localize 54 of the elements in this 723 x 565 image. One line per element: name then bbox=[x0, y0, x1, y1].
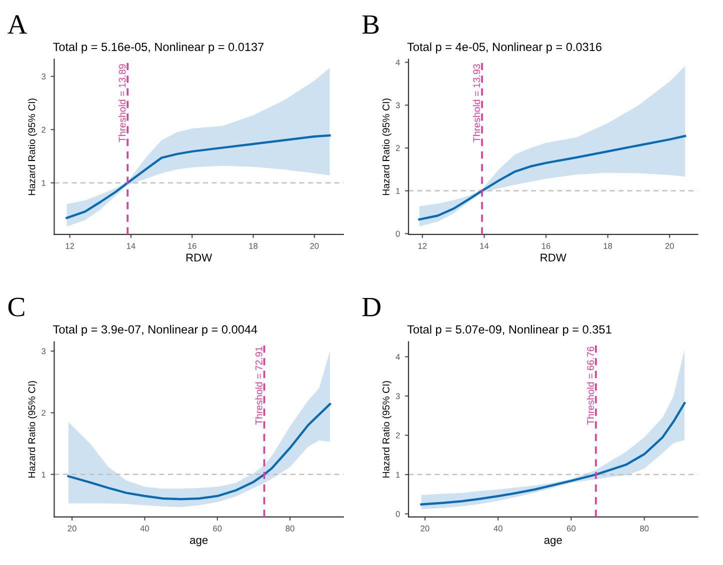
y-tick-label: 4 bbox=[396, 354, 400, 360]
ref-line-label: Threshold = 13.89 bbox=[118, 64, 126, 142]
x-tick-label: 14 bbox=[126, 243, 136, 249]
y-tick-label: 1 bbox=[396, 472, 400, 478]
y-tick-label: 2 bbox=[42, 126, 46, 133]
y-tick-label: 3 bbox=[42, 348, 46, 354]
x-tick-label: 20 bbox=[68, 526, 76, 532]
chart-title: C bbox=[8, 298, 24, 316]
chart-subtitle: Total p = 5.07e-09, Nonlinear p = 0.351 bbox=[407, 324, 612, 336]
x-tick-label: 12 bbox=[66, 243, 74, 249]
x-tick-label: 16 bbox=[542, 243, 550, 249]
x-tick-label: 80 bbox=[640, 526, 649, 532]
y-tick-label: 3 bbox=[396, 393, 400, 400]
y-tick-label: 1 bbox=[42, 472, 46, 478]
x-axis-title: age bbox=[190, 538, 208, 546]
x-tick-label: 80 bbox=[286, 526, 294, 532]
y-tick-label: 3 bbox=[396, 102, 400, 108]
chart-subtitle: Total p = 5.16e-05, Nonlinear p = 0.0137 bbox=[53, 42, 264, 54]
y-tick-label: 2 bbox=[42, 410, 46, 416]
y-tick-label: 1 bbox=[396, 188, 400, 194]
y-tick-label: 1 bbox=[42, 180, 46, 186]
y-tick-label: 0 bbox=[396, 230, 400, 237]
x-axis-title: RDW bbox=[540, 254, 566, 262]
x-tick-label: 60 bbox=[213, 526, 222, 532]
chart-title: D bbox=[362, 298, 380, 316]
y-axis-title: Hazard Ratio (95% CI) bbox=[28, 381, 38, 478]
ref-line-label: Threshold = 72.91 bbox=[255, 346, 262, 425]
x-tick-label: 40 bbox=[140, 526, 149, 532]
x-tick-label: 40 bbox=[494, 526, 502, 532]
y-tick-label: 2 bbox=[396, 145, 400, 151]
x-tick-label: 60 bbox=[566, 526, 576, 532]
chart-title: A bbox=[8, 15, 28, 34]
x-tick-label: 16 bbox=[188, 243, 196, 249]
y-tick-label: 3 bbox=[42, 74, 46, 80]
x-tick-label: 18 bbox=[249, 243, 258, 249]
ref-line-label: Threshold = 66.76 bbox=[586, 346, 594, 425]
x-axis-title: age bbox=[544, 538, 562, 546]
y-axis-title: Hazard Ratio (95% CI) bbox=[28, 98, 38, 195]
y-tick-label: 4 bbox=[396, 60, 400, 66]
x-axis-title: RDW bbox=[186, 254, 212, 262]
x-tick-label: 20 bbox=[665, 243, 674, 249]
x-tick-label: 20 bbox=[310, 243, 319, 249]
chart-subtitle: Total p = 3.9e-07, Nonlinear p = 0.0044 bbox=[53, 324, 258, 336]
y-axis-title: Hazard Ratio (95% CI) bbox=[382, 98, 392, 195]
y-tick-label: 2 bbox=[396, 432, 400, 438]
y-axis-title: Hazard Ratio (95% CI) bbox=[382, 381, 392, 478]
x-tick-label: 14 bbox=[480, 243, 489, 249]
x-tick-label: 12 bbox=[418, 243, 427, 249]
chart-title: B bbox=[362, 15, 379, 34]
x-tick-label: 20 bbox=[420, 526, 430, 532]
chart-subtitle: Total p = 4e-05, Nonlinear p = 0.0316 bbox=[407, 42, 602, 54]
x-tick-label: 18 bbox=[604, 243, 612, 249]
ref-line-label: Threshold = 13.93 bbox=[472, 64, 480, 142]
y-tick-label: 0 bbox=[396, 511, 400, 517]
